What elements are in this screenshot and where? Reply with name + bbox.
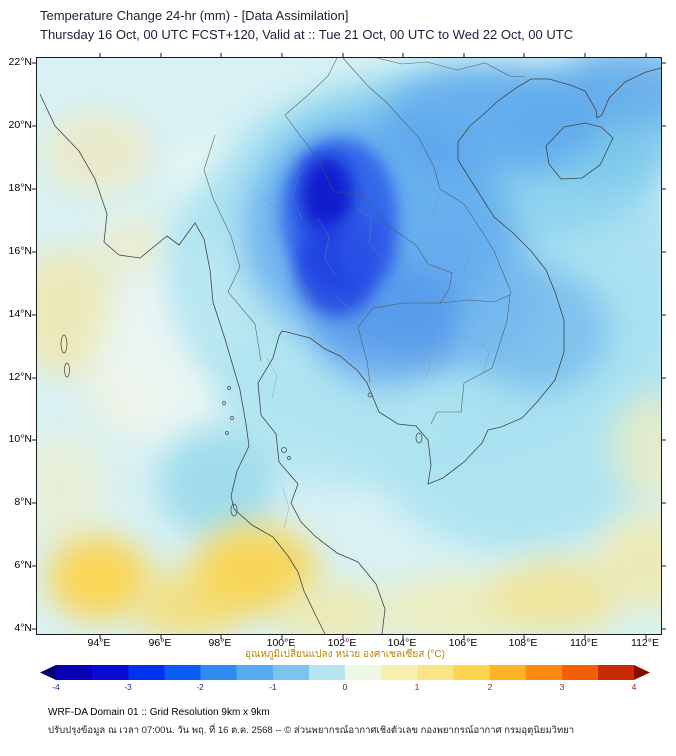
colorbar-tick-label: -1 (269, 682, 277, 692)
colorbar-ticks: -4 -3 -2 -1 0 1 2 3 4 (40, 682, 650, 693)
colorbar-tick-label: -3 (124, 682, 132, 692)
temperature-field-layer (37, 58, 661, 634)
map-canvas (32, 53, 666, 639)
y-tick-label: 12°N (8, 371, 32, 383)
colorbar-tick-label: 3 (559, 682, 565, 692)
y-tick-label: 16°N (8, 245, 32, 257)
x-tick-label: 106°E (448, 637, 478, 649)
colorbar-tick-label: 2 (487, 682, 493, 692)
coastline-east (257, 67, 662, 635)
page-subtitle: Thursday 16 Oct, 00 UTC FCST+120, Valid … (40, 27, 574, 42)
colorbar-gradient (40, 665, 650, 680)
x-axis: 94°E 96°E 98°E 100°E 102°E 104°E 106°E 1… (36, 637, 660, 651)
hainan-island (545, 122, 614, 180)
country-borders (203, 57, 526, 425)
page-title: Temperature Change 24-hr (mm) - [Data As… (40, 8, 349, 23)
x-tick-label: 108°E (508, 637, 538, 649)
colorbar: อุณหภูมิเปลี่ยนแปลง หน่วย องศาเซลเซียส (… (40, 647, 650, 693)
x-tick-label: 94°E (87, 637, 111, 649)
x-tick-label: 110°E (570, 637, 598, 649)
y-tick-label: 20°N (8, 119, 32, 131)
y-tick-label: 22°N (8, 56, 32, 68)
y-tick-label: 14°N (8, 308, 32, 320)
y-axis: 22°N 20°N 18°N 16°N 14°N 12°N 10°N 8°N 6… (0, 56, 32, 634)
colorbar-tick-label: 4 (631, 682, 637, 692)
x-tick-label: 112°E (631, 637, 659, 649)
footer-update-info: ปรับปรุงข้อมูล ณ เวลา 07:00น. วัน พฤ. ที… (48, 725, 575, 736)
x-tick-label: 96°E (148, 637, 172, 649)
axis-tick-marks (32, 53, 666, 639)
colorbar-label: อุณหภูมิเปลี่ยนแปลง หน่วย องศาเซลเซียส (… (245, 649, 445, 660)
footer-model-info: WRF-DA Domain 01 :: Grid Resolution 9km … (48, 707, 270, 718)
x-tick-label: 98°E (208, 637, 232, 649)
province-borders (261, 152, 490, 529)
coastline-west (39, 93, 326, 635)
colorbar-tick-label: 1 (414, 682, 420, 692)
y-tick-label: 6°N (14, 559, 32, 571)
y-tick-label: 4°N (14, 622, 32, 634)
x-tick-label: 102°E (327, 637, 357, 649)
colorbar-tick-label: -2 (196, 682, 204, 692)
map-frame (32, 53, 666, 639)
x-tick-label: 100°E (266, 637, 296, 649)
y-tick-label: 10°N (8, 433, 32, 445)
x-tick-label: 104°E (387, 637, 417, 649)
colorbar-tick-label: 0 (342, 682, 348, 692)
islands (60, 334, 423, 517)
y-tick-label: 18°N (8, 182, 32, 194)
geography-layer (39, 57, 662, 635)
colorbar-tick-label: -4 (52, 682, 60, 692)
y-tick-label: 8°N (14, 496, 32, 508)
